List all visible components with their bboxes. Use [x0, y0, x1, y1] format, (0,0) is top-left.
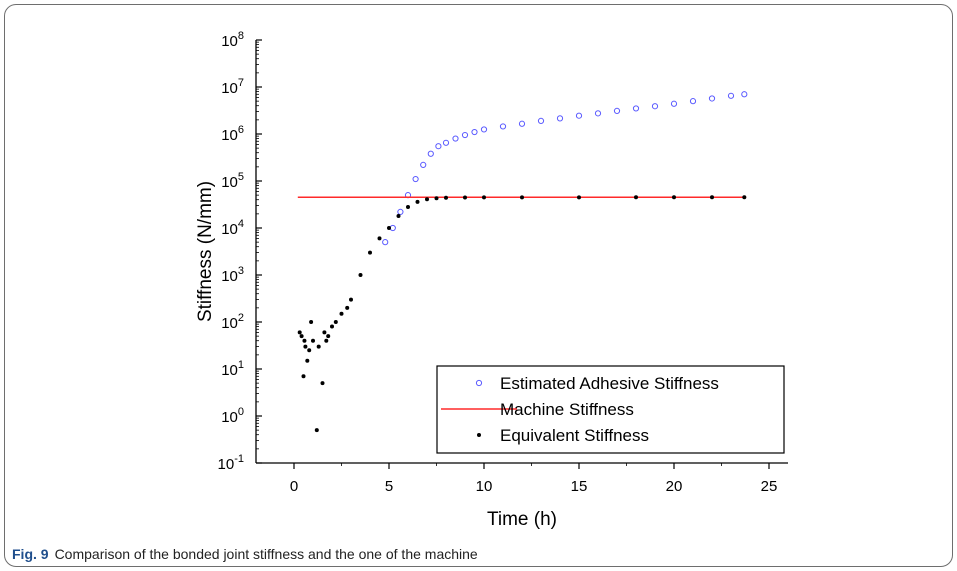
y-tick-label: 10-1 [218, 453, 244, 473]
x-tick-label: 10 [476, 478, 493, 495]
figure-label: Fig. 9 [12, 546, 49, 562]
y-tick-label: 105 [221, 171, 244, 191]
x-tick-label: 20 [666, 478, 683, 495]
equivalent-point [309, 320, 314, 324]
equivalent-point [396, 214, 401, 219]
equivalent-point [434, 196, 439, 201]
equivalent-point [339, 311, 344, 316]
equivalent-point [324, 338, 329, 343]
equivalent-point [742, 195, 747, 200]
equivalent-point [330, 324, 334, 329]
adhesive-point [537, 117, 545, 124]
equivalent-point [406, 204, 410, 209]
adhesive-point [594, 110, 602, 117]
y-tick-label: 108 [221, 30, 244, 50]
equivalent-point [326, 334, 331, 339]
equivalent-point [463, 195, 467, 200]
equivalent-point [301, 374, 306, 379]
equivalent-point [368, 250, 372, 255]
series-adhesive-stiffness [382, 91, 748, 246]
adhesive-point [613, 107, 621, 115]
adhesive-point [556, 115, 564, 122]
series-equivalent-stiffness [297, 195, 747, 433]
equivalent-point [299, 334, 304, 339]
equivalent-point [415, 199, 420, 204]
adhesive-point [420, 161, 427, 169]
equivalent-point [358, 273, 363, 277]
adhesive-point [480, 126, 488, 133]
x-tick-label: 25 [761, 478, 778, 495]
chart-legend: Estimated Adhesive Stiffness Machine Stif… [436, 365, 785, 454]
adhesive-point [689, 98, 697, 105]
equivalent-point [314, 428, 319, 433]
equivalent-point [377, 236, 382, 241]
equivalent-point [333, 320, 338, 324]
y-tick-label: 107 [221, 77, 244, 97]
legend-adhesive-marker [475, 379, 483, 387]
adhesive-point [435, 143, 442, 150]
legend-equivalent-marker [477, 433, 481, 437]
figure-frame [4, 4, 953, 567]
equivalent-point [311, 338, 315, 343]
figure-caption: Fig. 9 Comparison of the bonded joint sti… [12, 546, 478, 562]
adhesive-point [518, 120, 526, 127]
equivalent-point [425, 197, 429, 202]
x-tick-label: 0 [290, 478, 298, 495]
equivalent-point [349, 297, 353, 302]
equivalent-point [316, 344, 321, 349]
adhesive-point [452, 135, 459, 142]
y-tick-label: 103 [221, 265, 244, 285]
y-tick-label: 100 [221, 406, 244, 426]
equivalent-point [520, 195, 524, 200]
adhesive-point [708, 95, 716, 102]
equivalent-point [634, 195, 638, 200]
adhesive-point [670, 100, 678, 107]
chart-axes: 108 107 106 105 104 103 102 101 100 10-1 0 5 10 15 20 2… [218, 30, 788, 495]
adhesive-point [632, 105, 640, 112]
x-axis-label: Time (h) [487, 509, 557, 530]
adhesive-point [442, 139, 450, 146]
adhesive-point [461, 131, 469, 139]
x-tick-label: 15 [571, 478, 588, 495]
equivalent-point [320, 381, 325, 386]
equivalent-point [303, 344, 308, 349]
adhesive-point [499, 123, 507, 130]
equivalent-point [482, 195, 486, 200]
equivalent-point [577, 195, 581, 200]
equivalent-point [710, 195, 714, 200]
y-tick-label: 104 [221, 218, 244, 238]
legend-label: Equivalent Stiffness [500, 426, 649, 445]
equivalent-point [672, 195, 676, 200]
legend-label: Estimated Adhesive Stiffness [500, 374, 719, 393]
y-tick-label: 101 [221, 359, 244, 379]
equivalent-point [322, 330, 327, 335]
equivalent-point [302, 338, 307, 343]
stiffness-chart: 108 107 106 105 104 103 102 101 100 10-1 0 5 10 15 20 2… [195, 30, 788, 530]
equivalent-point [444, 195, 448, 200]
y-tick-label: 102 [221, 312, 244, 332]
figure-caption-text: Comparison of the bonded joint stiffness… [54, 546, 478, 562]
legend-label: Machine Stiffness [500, 400, 634, 419]
adhesive-point [471, 128, 478, 136]
adhesive-point [412, 175, 419, 183]
equivalent-point [307, 348, 312, 353]
equivalent-point [305, 358, 310, 363]
x-tick-label: 5 [385, 478, 393, 495]
adhesive-point [575, 112, 583, 119]
y-axis-label: Stiffness (N/mm) [195, 181, 216, 322]
adhesive-point [651, 103, 659, 110]
adhesive-point [741, 91, 748, 98]
equivalent-point [387, 226, 391, 230]
y-tick-label: 106 [221, 124, 244, 144]
adhesive-point [382, 239, 389, 246]
adhesive-point [427, 150, 434, 157]
equivalent-point [297, 330, 302, 335]
adhesive-point [727, 92, 735, 99]
equivalent-point [345, 305, 350, 310]
adhesive-point [397, 208, 404, 216]
